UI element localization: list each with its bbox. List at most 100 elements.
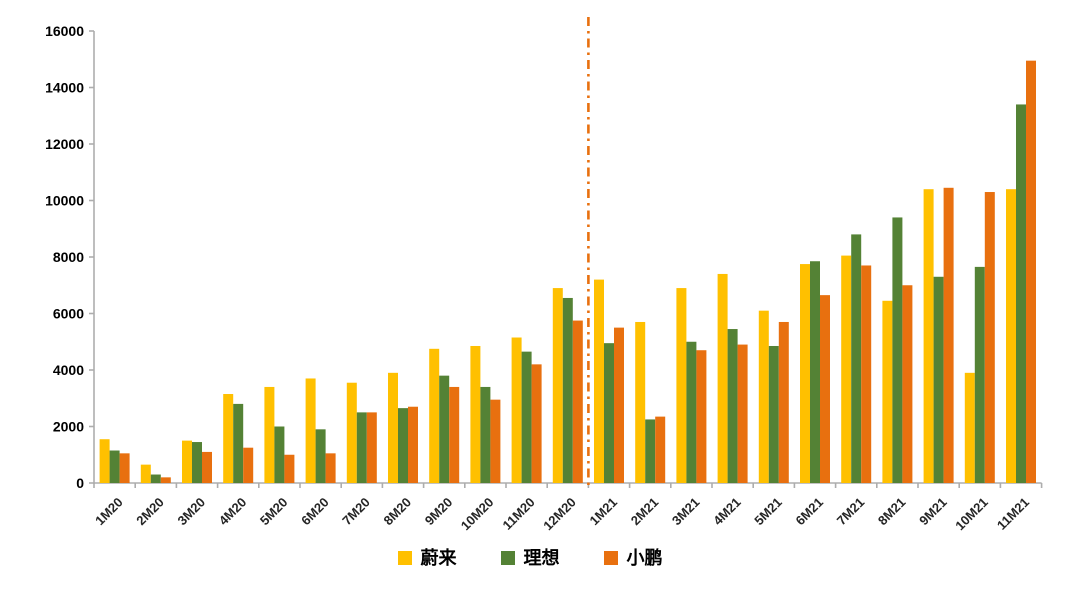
bar-li-auto-9m20 bbox=[439, 375, 450, 483]
bar-nio-8m20 bbox=[388, 372, 398, 483]
y-axis-label-14000: 14000 bbox=[45, 80, 84, 96]
bar-nio-9m20 bbox=[429, 348, 440, 483]
bar-nio-2m21 bbox=[635, 321, 646, 483]
x-axis-label-8m21: 8M21 bbox=[875, 495, 909, 529]
bar-li-auto-6m21 bbox=[810, 261, 820, 483]
legend-label-li-auto: 理想 bbox=[523, 548, 560, 568]
x-axis-label-12m20: 12M20 bbox=[540, 495, 579, 534]
bar-nio-7m20 bbox=[346, 382, 357, 483]
x-axis-label-5m21: 5M21 bbox=[751, 495, 785, 529]
bar-li-auto-6m20 bbox=[315, 429, 326, 483]
bar-xpeng-11m20 bbox=[531, 364, 542, 483]
legend-label-xpeng: 小鹏 bbox=[626, 548, 663, 568]
bar-li-auto-3m20 bbox=[192, 442, 202, 483]
x-axis-label-6m20: 6M20 bbox=[298, 495, 332, 529]
x-axis-label-6m21: 6M21 bbox=[793, 495, 827, 529]
bar-xpeng-6m21 bbox=[820, 295, 830, 483]
bar-nio-9m21 bbox=[923, 189, 934, 483]
x-axis-label-10m21: 10M21 bbox=[952, 495, 991, 534]
bar-xpeng-9m21 bbox=[943, 187, 954, 483]
bar-nio-11m20 bbox=[511, 337, 522, 483]
bar-xpeng-1m21 bbox=[614, 327, 624, 483]
x-axis-label-7m20: 7M20 bbox=[339, 495, 373, 529]
bar-xpeng-6m20 bbox=[325, 453, 336, 483]
bar-xpeng-10m21 bbox=[984, 192, 995, 483]
bar-nio-7m21 bbox=[841, 255, 852, 483]
bar-xpeng-7m20 bbox=[366, 412, 377, 483]
bar-nio-3m21 bbox=[676, 288, 687, 483]
x-axis-label-4m21: 4M21 bbox=[710, 495, 744, 529]
bar-nio-3m20 bbox=[182, 440, 192, 483]
bar-nio-1m20 bbox=[99, 439, 110, 483]
x-axis-label-3m21: 3M21 bbox=[669, 495, 703, 529]
bar-xpeng-8m20 bbox=[408, 406, 418, 483]
bar-nio-4m21 bbox=[717, 273, 728, 483]
bar-xpeng-12m20 bbox=[572, 320, 583, 483]
bar-nio-12m20 bbox=[552, 288, 563, 483]
bar-nio-5m20 bbox=[264, 386, 275, 483]
x-axis-label-2m20: 2M20 bbox=[133, 495, 167, 529]
y-axis-label-16000: 16000 bbox=[45, 23, 84, 39]
bar-nio-4m20 bbox=[223, 394, 234, 483]
bar-xpeng-7m21 bbox=[861, 265, 872, 483]
bar-nio-6m21 bbox=[800, 264, 810, 483]
bar-li-auto-4m21 bbox=[727, 329, 738, 483]
x-axis-label-9m21: 9M21 bbox=[916, 495, 950, 529]
y-axis-label-6000: 6000 bbox=[53, 306, 84, 322]
bar-li-auto-1m20 bbox=[109, 450, 120, 483]
x-axis-label-11m20: 11M20 bbox=[500, 495, 538, 533]
x-axis-label-8m20: 8M20 bbox=[381, 495, 415, 529]
x-axis-label-4m20: 4M20 bbox=[216, 495, 250, 529]
bar-nio-8m21 bbox=[882, 300, 893, 483]
y-axis-label-2000: 2000 bbox=[53, 419, 84, 435]
bar-li-auto-12m20 bbox=[562, 297, 573, 483]
y-axis-label-8000: 8000 bbox=[53, 249, 84, 265]
x-axis-label-10m20: 10M20 bbox=[458, 495, 497, 534]
bar-li-auto-2m20 bbox=[150, 474, 161, 483]
legend-label-nio: 蔚来 bbox=[420, 548, 457, 568]
x-axis-label-9m20: 9M20 bbox=[422, 495, 456, 529]
bar-xpeng-2m21 bbox=[655, 416, 666, 483]
bar-nio-10m21 bbox=[964, 372, 975, 483]
bar-xpeng-8m21 bbox=[902, 285, 913, 483]
bar-xpeng-4m21 bbox=[737, 344, 748, 483]
x-axis-label-7m21: 7M21 bbox=[834, 495, 868, 529]
bar-li-auto-11m21 bbox=[1016, 104, 1026, 483]
x-axis-label-1m20: 1M20 bbox=[92, 495, 126, 529]
bar-xpeng-9m20 bbox=[449, 386, 460, 483]
bar-nio-6m20 bbox=[305, 378, 316, 483]
bar-li-auto-2m21 bbox=[645, 419, 656, 483]
bar-li-auto-5m21 bbox=[768, 345, 779, 483]
bar-li-auto-7m21 bbox=[851, 234, 862, 483]
bar-li-auto-8m21 bbox=[892, 217, 903, 483]
bar-nio-2m20 bbox=[140, 464, 151, 483]
bar-xpeng-5m20 bbox=[284, 454, 295, 483]
bar-xpeng-11m21 bbox=[1026, 60, 1036, 483]
legend-item-xpeng: 小鹏 bbox=[603, 548, 663, 568]
bar-xpeng-10m20 bbox=[490, 399, 501, 483]
bar-nio-11m21 bbox=[1006, 189, 1016, 483]
legend-swatch-li-auto bbox=[500, 551, 515, 565]
x-axis-label-2m21: 2M21 bbox=[628, 495, 662, 529]
bar-li-auto-10m21 bbox=[974, 266, 985, 483]
bar-li-auto-5m20 bbox=[274, 426, 285, 483]
bar-li-auto-8m20 bbox=[398, 408, 408, 483]
bar-nio-5m21 bbox=[758, 310, 769, 483]
bar-li-auto-1m21 bbox=[604, 343, 614, 483]
bar-li-auto-9m21 bbox=[933, 276, 944, 483]
bar-li-auto-10m20 bbox=[480, 386, 491, 483]
x-axis-label-11m21: 11M21 bbox=[994, 495, 1032, 533]
bar-xpeng-3m20 bbox=[202, 451, 212, 483]
bar-li-auto-11m20 bbox=[521, 351, 532, 483]
y-axis-label-0: 0 bbox=[76, 475, 84, 491]
bar-xpeng-4m20 bbox=[243, 447, 254, 483]
legend-swatch-nio bbox=[397, 551, 412, 565]
x-axis-label-5m20: 5M20 bbox=[257, 495, 291, 529]
bar-li-auto-4m20 bbox=[233, 403, 244, 483]
bar-li-auto-3m21 bbox=[686, 341, 697, 483]
bar-li-auto-7m20 bbox=[356, 412, 367, 483]
legend-item-li-auto: 理想 bbox=[500, 548, 560, 568]
bar-nio-10m20 bbox=[470, 345, 481, 483]
